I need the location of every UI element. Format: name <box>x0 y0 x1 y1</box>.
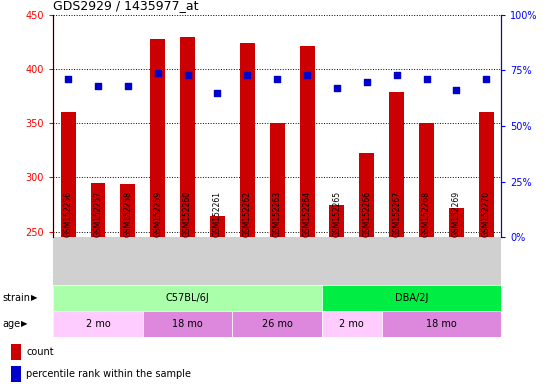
Text: C57BL/6J: C57BL/6J <box>166 293 209 303</box>
Point <box>213 89 222 96</box>
Text: 26 mo: 26 mo <box>262 319 293 329</box>
Bar <box>360 152 374 237</box>
Point <box>183 72 192 78</box>
Text: GDS2929 / 1435977_at: GDS2929 / 1435977_at <box>53 0 199 12</box>
Text: strain: strain <box>3 293 31 303</box>
Text: count: count <box>26 347 54 358</box>
Text: 2 mo: 2 mo <box>86 319 110 329</box>
Bar <box>11 366 21 382</box>
Bar <box>150 39 165 237</box>
Text: 18 mo: 18 mo <box>172 319 203 329</box>
Bar <box>300 46 315 237</box>
Bar <box>240 43 255 237</box>
Bar <box>210 217 225 237</box>
Bar <box>389 92 404 237</box>
Bar <box>270 123 284 237</box>
Bar <box>449 208 464 237</box>
Bar <box>180 36 195 237</box>
Bar <box>322 285 501 311</box>
Text: ▶: ▶ <box>31 293 38 303</box>
Point <box>64 76 73 83</box>
Point <box>153 70 162 76</box>
Bar <box>329 205 344 237</box>
Point <box>422 76 431 83</box>
Point <box>333 85 342 91</box>
Bar <box>53 285 322 311</box>
Text: 18 mo: 18 mo <box>426 319 457 329</box>
Text: 2 mo: 2 mo <box>339 319 364 329</box>
Point <box>362 79 371 85</box>
Point <box>452 88 461 94</box>
Bar <box>120 184 136 237</box>
Bar <box>143 311 232 337</box>
Point <box>392 72 401 78</box>
Bar <box>53 311 143 337</box>
Point <box>123 83 132 89</box>
Point <box>482 76 491 83</box>
Bar <box>91 183 105 237</box>
Point <box>243 72 252 78</box>
Bar <box>419 123 434 237</box>
Text: percentile rank within the sample: percentile rank within the sample <box>26 369 192 379</box>
Bar <box>479 113 494 237</box>
Text: ▶: ▶ <box>21 319 28 328</box>
Text: DBA/2J: DBA/2J <box>395 293 428 303</box>
Bar <box>60 113 76 237</box>
Point <box>94 83 102 89</box>
Text: age: age <box>3 319 21 329</box>
Bar <box>11 344 21 360</box>
Bar <box>232 311 322 337</box>
Point <box>273 76 282 83</box>
Point <box>302 72 311 78</box>
Bar <box>322 311 382 337</box>
Bar <box>382 311 501 337</box>
